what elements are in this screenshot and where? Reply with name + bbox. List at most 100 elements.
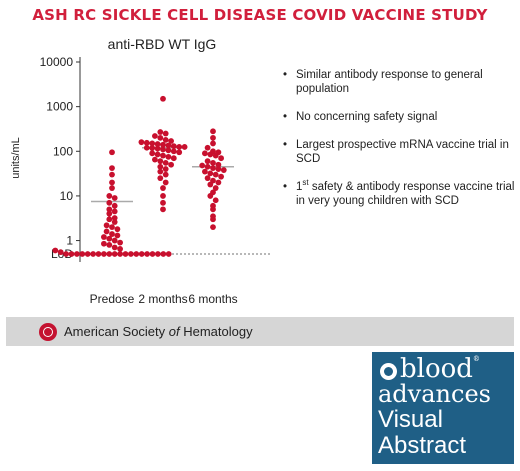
data-point bbox=[90, 251, 96, 257]
data-point bbox=[101, 251, 107, 257]
data-point bbox=[52, 247, 59, 254]
data-point bbox=[157, 129, 164, 135]
data-point bbox=[111, 244, 118, 251]
data-point bbox=[138, 251, 145, 257]
data-point bbox=[114, 226, 121, 233]
data-point bbox=[106, 216, 113, 223]
data-point bbox=[210, 224, 216, 231]
data-point bbox=[133, 251, 140, 257]
data-point bbox=[210, 134, 216, 141]
data-point bbox=[160, 152, 166, 159]
data-point bbox=[109, 231, 115, 237]
data-point bbox=[149, 140, 156, 147]
data-point bbox=[157, 168, 164, 175]
data-point bbox=[74, 251, 80, 257]
data-point bbox=[204, 158, 211, 165]
data-point bbox=[106, 241, 113, 248]
x-tick-label: 2 months bbox=[138, 292, 187, 306]
data-point bbox=[207, 181, 214, 188]
data-point bbox=[165, 251, 172, 257]
y-tick-label: 10000 bbox=[40, 55, 74, 69]
y-tick-label: 10 bbox=[60, 189, 74, 203]
findings-list: Similar antibody response to general pop… bbox=[283, 68, 515, 222]
data-point bbox=[106, 251, 113, 257]
data-point bbox=[109, 224, 115, 231]
data-point bbox=[162, 159, 169, 166]
data-point bbox=[127, 251, 134, 257]
blood-logo-icon bbox=[380, 363, 397, 380]
data-point bbox=[154, 151, 161, 158]
data-point bbox=[212, 185, 219, 191]
finding-item: Largest prospective mRNA vaccine trial i… bbox=[283, 138, 515, 166]
data-point bbox=[202, 168, 208, 175]
journal-word-advances: advances bbox=[378, 380, 491, 408]
data-point bbox=[162, 171, 169, 178]
data-point bbox=[160, 95, 166, 102]
ash-name: American Society of Hematology bbox=[64, 324, 253, 339]
ash-logo-icon bbox=[39, 323, 57, 341]
data-point bbox=[170, 148, 177, 155]
finding-item: Similar antibody response to general pop… bbox=[283, 68, 515, 96]
chart-title: anti-RBD WT IgG bbox=[108, 36, 217, 52]
x-tick-labels: Predose 2 months 6 months bbox=[90, 292, 238, 306]
data-point bbox=[160, 193, 166, 199]
data-point bbox=[210, 206, 216, 213]
data-point bbox=[117, 251, 123, 257]
scatter-chart: anti-RBD WT IgG units/mL 10000 1000 100 10 1… bbox=[10, 36, 270, 306]
data-point bbox=[204, 163, 211, 170]
data-point bbox=[111, 219, 118, 225]
axes: 100001000100101LoD bbox=[40, 55, 270, 262]
data-point bbox=[144, 251, 151, 257]
journal-word-abstract: Abstract bbox=[378, 432, 467, 459]
data-point bbox=[117, 239, 123, 246]
data-point bbox=[210, 140, 216, 147]
data-point bbox=[143, 144, 150, 151]
data-point bbox=[210, 216, 216, 223]
data-point bbox=[109, 171, 115, 178]
data-point bbox=[154, 145, 161, 152]
data-point bbox=[210, 128, 216, 135]
data-point bbox=[181, 144, 188, 150]
journal-word-blood: blood® bbox=[400, 354, 480, 384]
data-point bbox=[95, 251, 102, 257]
data-point bbox=[103, 228, 110, 235]
data-point bbox=[160, 199, 166, 206]
data-point bbox=[149, 150, 156, 157]
data-point bbox=[152, 156, 158, 163]
data-point bbox=[218, 155, 225, 162]
data-point bbox=[106, 235, 113, 242]
data-point bbox=[212, 197, 219, 204]
page-title: ASH RC SICKLE CELL DISEASE COVID VACCINE… bbox=[32, 6, 488, 24]
data-point bbox=[63, 251, 69, 257]
data-point bbox=[165, 147, 172, 154]
data-point bbox=[149, 251, 156, 257]
data-point bbox=[210, 159, 216, 166]
data-point bbox=[215, 179, 222, 186]
data-point bbox=[212, 171, 219, 178]
data-point bbox=[157, 158, 164, 165]
data-point bbox=[170, 155, 177, 162]
data-point bbox=[168, 161, 175, 168]
finding-item: No concerning safety signal bbox=[283, 110, 515, 124]
data-point bbox=[204, 175, 211, 182]
data-point bbox=[199, 162, 206, 169]
data-point bbox=[157, 134, 164, 141]
data-point bbox=[176, 144, 183, 150]
data-point bbox=[160, 146, 166, 153]
data-point bbox=[117, 246, 123, 252]
data-point bbox=[84, 251, 91, 257]
data-point bbox=[202, 150, 208, 157]
data-point bbox=[165, 142, 172, 149]
data-point bbox=[149, 145, 156, 151]
data-point bbox=[162, 136, 169, 143]
data-point bbox=[111, 237, 118, 244]
y-tick-label: 100 bbox=[53, 144, 73, 158]
data-point bbox=[154, 141, 161, 147]
journal-word-visual: Visual bbox=[378, 406, 443, 433]
data-point bbox=[111, 251, 118, 257]
data-point bbox=[218, 173, 225, 180]
data-point bbox=[162, 166, 169, 172]
data-point bbox=[68, 251, 75, 257]
data-point bbox=[157, 175, 164, 182]
x-tick-label: 6 months bbox=[188, 292, 237, 306]
